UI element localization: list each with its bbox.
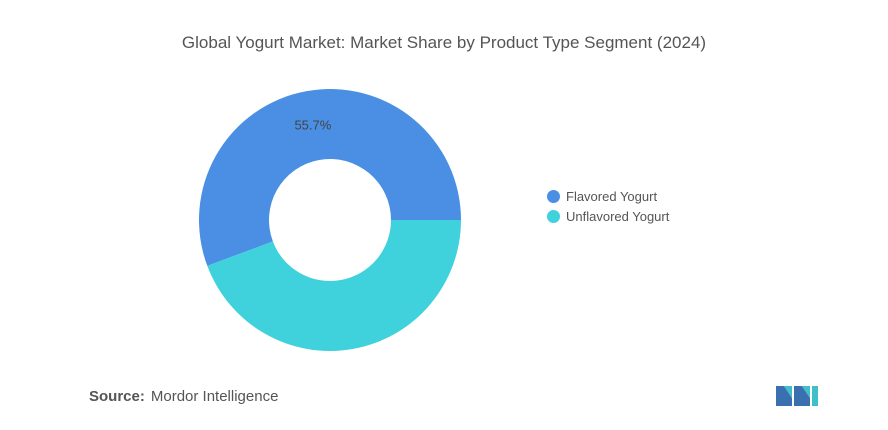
source-label: Source: xyxy=(89,388,145,405)
legend-label-unflavored: Unflavored Yogurt xyxy=(566,208,670,224)
mordor-intelligence-logo xyxy=(776,386,818,406)
chart-title: Global Yogurt Market: Market Share by Pr… xyxy=(181,33,707,52)
data-label-flavored-yogurt: 55.7% xyxy=(294,118,331,133)
source-value: Mordor Intelligence xyxy=(150,388,279,405)
slice-unflavored-yogurt[interactable] xyxy=(207,220,461,351)
legend-swatch-flavored xyxy=(547,189,560,203)
legend-label-flavored: Flavored Yogurt xyxy=(566,188,658,204)
legend-swatch-unflavored xyxy=(547,209,560,223)
legend-item-unflavored[interactable]: Unflavored Yogurt xyxy=(547,206,669,226)
legend-item-flavored[interactable]: Flavored Yogurt xyxy=(547,186,669,206)
legend: Flavored Yogurt Unflavored Yogurt xyxy=(547,186,669,226)
slice-flavored-yogurt[interactable] xyxy=(198,89,461,266)
source-note: Source: Mordor Intelligence xyxy=(89,388,278,405)
